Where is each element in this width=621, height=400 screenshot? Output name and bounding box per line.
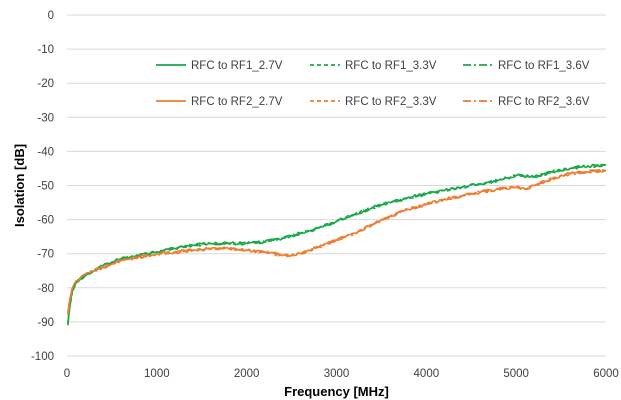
legend-item: RFC to RF1_3.3V: [310, 60, 437, 72]
y-tick-label: -20: [37, 78, 54, 90]
legend-item: RFC to RF2_3.6V: [463, 96, 590, 108]
legend-label: RFC to RF2_2.7V: [191, 96, 283, 108]
series-line-rfc-to-rf2-3-3v: [67, 169, 607, 314]
x-axis-title: Frequency [MHz]: [284, 384, 389, 399]
x-tick-labels: 0 1000 2000 3000 4000 5000 6000: [64, 368, 619, 380]
x-tick-label: 6000: [593, 368, 619, 380]
y-tick-label: -50: [37, 181, 54, 193]
legend-item: RFC to RF1_2.7V: [156, 60, 283, 72]
series-line-rfc-to-rf1-2-7v: [67, 163, 607, 326]
legend-item: RFC to RF2_2.7V: [156, 96, 283, 108]
legend-item: RFC to RF2_3.3V: [310, 96, 437, 108]
y-tick-label: -90: [37, 317, 54, 329]
legend-label: RFC to RF1_3.3V: [345, 60, 437, 72]
y-tick-label: -60: [37, 215, 54, 227]
x-tick-label: 0: [64, 368, 70, 380]
legend-label: RFC to RF2_3.6V: [498, 96, 590, 108]
x-tick-label: 2000: [234, 368, 260, 380]
legend: RFC to RF1_2.7V RFC to RF1_3.3V RFC to RF1…: [156, 60, 590, 108]
y-tick-label: -70: [37, 249, 54, 261]
x-tick-label: 1000: [144, 368, 170, 380]
y-tick-label: -80: [37, 283, 54, 295]
x-tick-label: 3000: [324, 368, 350, 380]
y-tick-label: 0: [48, 10, 54, 22]
series-lines: [67, 163, 607, 326]
y-tick-labels: 0 -10 -20 -30 -40 -50 -60 -70 -80 -90 -100: [31, 10, 54, 363]
legend-label: RFC to RF2_3.3V: [345, 96, 437, 108]
legend-label: RFC to RF1_3.6V: [498, 60, 590, 72]
legend-item: RFC to RF1_3.6V: [463, 60, 590, 72]
y-tick-label: -40: [37, 146, 54, 158]
series-line-rfc-to-rf2-2-7v: [67, 168, 607, 316]
x-tick-label: 4000: [414, 368, 440, 380]
y-axis-title: Isolation [dB]: [12, 144, 27, 227]
x-tick-label: 5000: [503, 368, 529, 380]
gridlines: [67, 14, 606, 357]
y-tick-label: -10: [37, 44, 54, 56]
y-tick-label: -100: [31, 351, 54, 363]
legend-label: RFC to RF1_2.7V: [191, 60, 283, 72]
y-tick-label: -30: [37, 112, 54, 124]
